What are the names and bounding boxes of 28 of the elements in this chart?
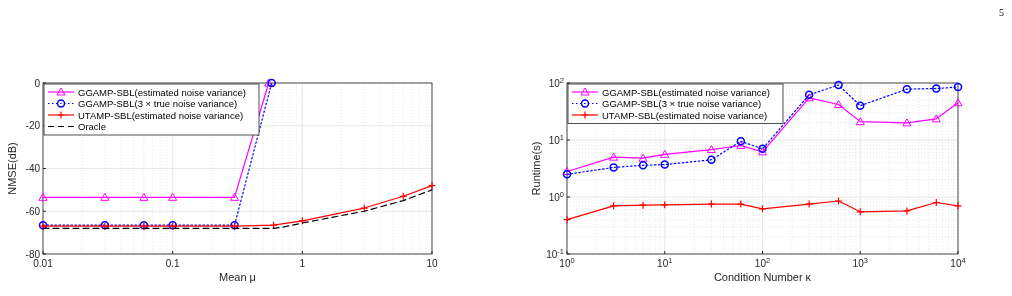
x-tick-label: 10$^{3}$ <box>852 255 868 269</box>
legend-label: UTAMP-SBL(estimated noise variance) <box>602 109 768 121</box>
x-axis-title: Condition Number κ <box>713 271 812 283</box>
x-axis-title: Mean μ <box>219 271 256 283</box>
x-tick-label: 10$^{2}$ <box>754 255 771 269</box>
legend-label: GGAMP-SBL(3 × true noise variance) <box>78 98 238 109</box>
legend-label: UTAMP-SBL(estimated noise variance) <box>78 109 244 121</box>
x-tick-label: 10 <box>426 258 438 269</box>
y-axis-title: NMSE(dB) <box>6 142 18 195</box>
legend-label: Oracle <box>78 121 106 132</box>
x-tick-label: 1 <box>299 258 306 269</box>
x-tick-label: 0.01 <box>33 258 54 269</box>
x-tick-label: 10$^{4}$ <box>950 255 966 269</box>
y-tick-label: 0 <box>34 77 41 89</box>
y-tick-label: 10$^{2}$ <box>548 75 564 89</box>
y-axis-title: Runtime(s) <box>530 141 542 196</box>
text: 5 <box>999 7 1004 18</box>
y-tick-label: -40 <box>25 163 41 174</box>
legend-label: GGAMP-SBL(estimated noise variance) <box>602 86 770 98</box>
y-tick-label: -60 <box>25 205 41 217</box>
x-tick-label: 10$^{1}$ <box>657 255 673 269</box>
y-tick-label: 10$^{0}$ <box>548 189 564 203</box>
y-tick-label: -80 <box>25 248 41 260</box>
legend-label: GGAMP-SBL(estimated noise variance) <box>78 86 246 98</box>
y-tick-label: 10$^{1}$ <box>548 132 564 146</box>
y-tick-label: -20 <box>25 120 41 132</box>
legend-label: GGAMP-SBL(3 × true noise variance) <box>602 98 762 109</box>
x-tick-label: 0.1 <box>165 258 181 269</box>
